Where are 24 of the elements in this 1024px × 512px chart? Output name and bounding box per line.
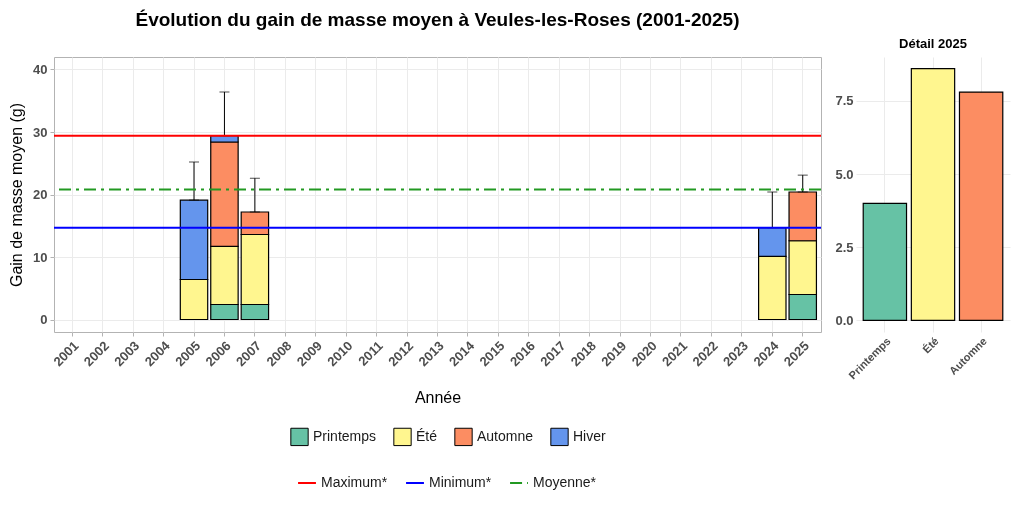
y-tick-label: 30 xyxy=(33,124,48,140)
y-tick-label: 10 xyxy=(33,249,48,265)
legend-label: Minimum* xyxy=(429,474,492,490)
legend-label: Automne xyxy=(477,427,534,444)
bar xyxy=(910,68,956,321)
y-axis-title: Gain de masse moyen (g) xyxy=(8,102,26,288)
y-tick-label: 40 xyxy=(33,62,48,77)
legend-label: Moyenne* xyxy=(533,474,597,490)
y-tick-label: 2.5 xyxy=(835,239,854,255)
x-tick-label: Été xyxy=(920,334,941,356)
y-tick-label: 5.0 xyxy=(835,166,854,182)
legend-label: Été xyxy=(416,427,438,444)
x-axis-title: Année xyxy=(414,389,462,407)
chart-title: Évolution du gain de masse moyen à Veules-les-Roses (2001-2025) xyxy=(135,9,740,30)
y-tick-label: 7.5 xyxy=(835,93,854,109)
y-tick-label: 0 xyxy=(40,312,48,327)
chart-title: Détail 2025 xyxy=(899,36,967,51)
bar xyxy=(958,91,1004,321)
legend-label: Maximum* xyxy=(321,474,388,490)
legend-label: Printemps xyxy=(313,427,377,444)
bar xyxy=(862,202,908,321)
y-tick-label: 0.0 xyxy=(835,312,854,328)
y-tick-label: 20 xyxy=(33,187,48,202)
legend-label: Hiver xyxy=(573,427,607,444)
